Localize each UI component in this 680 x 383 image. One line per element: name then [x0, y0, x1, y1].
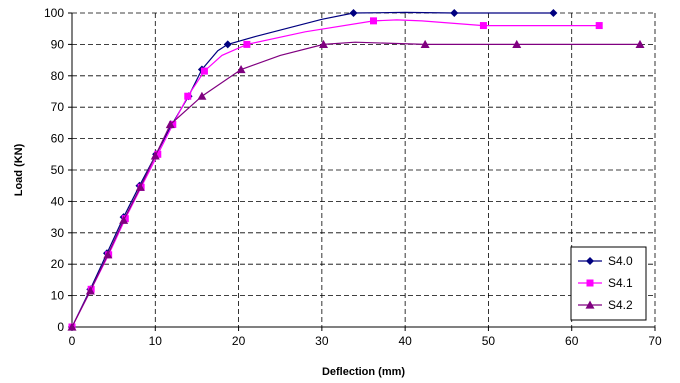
y-tick-label: 100	[44, 6, 64, 20]
data-point-diamond	[349, 9, 358, 17]
x-tick-label: 10	[149, 334, 163, 348]
data-point-square	[121, 215, 129, 223]
x-tick-label: 20	[232, 334, 246, 348]
data-point-triangle	[85, 286, 95, 295]
data-point-square	[595, 22, 603, 30]
x-tick-label: 70	[648, 334, 662, 348]
x-axis-title: Deflection (mm)	[322, 366, 405, 378]
data-point-diamond	[223, 40, 232, 49]
y-tick-label: 40	[51, 194, 65, 208]
series-s4-1	[68, 17, 603, 331]
data-point-triangle	[119, 215, 129, 224]
axes	[68, 12, 656, 331]
x-tick-label: 0	[69, 334, 76, 348]
data-point-square	[184, 92, 192, 100]
y-tick-label: 80	[51, 69, 65, 83]
series-line	[71, 19, 600, 328]
data-point-triangle	[635, 39, 645, 48]
y-tick-label: 30	[51, 226, 65, 240]
legend-marker	[585, 300, 595, 309]
legend-marker	[586, 257, 594, 265]
data-point-triangle	[165, 119, 175, 129]
data-point-diamond	[549, 9, 558, 17]
data-point-triangle	[319, 39, 329, 48]
data-point-square	[243, 40, 251, 48]
y-tick-label: 90	[51, 37, 65, 51]
y-tick-label: 60	[51, 132, 65, 146]
data-point-triangle	[103, 250, 113, 259]
data-point-square	[369, 17, 377, 25]
legend: S4.0 S4.1 S4.2	[570, 246, 647, 321]
y-tick-label: 0	[57, 320, 64, 334]
data-point-triangle	[197, 91, 207, 100]
data-point-triangle	[150, 151, 160, 160]
legend-item: S4.0	[578, 254, 633, 268]
gridlines	[72, 12, 656, 327]
data-point-triangle	[420, 39, 430, 48]
legend-item: S4.1	[578, 276, 633, 290]
legend-item: S4.2	[578, 298, 633, 312]
x-tick-label: 60	[565, 334, 579, 348]
y-tick-label: 20	[51, 257, 65, 271]
series-layer	[67, 9, 645, 331]
data-point-triangle	[67, 322, 77, 331]
x-tick-label: 40	[398, 334, 412, 348]
x-tick-label: 50	[482, 334, 496, 348]
data-point-square	[200, 67, 208, 75]
y-axis-title: Load (KN)	[13, 143, 25, 196]
legend-label: S4.2	[608, 298, 633, 312]
data-point-triangle	[512, 39, 522, 48]
data-point-square	[154, 150, 162, 158]
data-point-diamond	[450, 9, 459, 17]
legend-label: S4.0	[608, 254, 633, 268]
data-point-triangle	[135, 182, 145, 191]
legend-label: S4.1	[608, 276, 633, 290]
data-point-square	[479, 22, 487, 30]
series-line	[71, 41, 640, 328]
tick-labels: 0 10 20 30 40 50 60 70 80 90 100 0 10 20 30 40 50 60 70	[44, 6, 662, 348]
y-tick-label: 10	[51, 289, 65, 303]
x-tick-label: 30	[315, 334, 329, 348]
legend-marker	[586, 279, 594, 287]
data-point-triangle	[236, 65, 246, 74]
series-s4-2	[67, 39, 645, 331]
y-tick-label: 70	[51, 100, 65, 114]
y-tick-label: 50	[51, 163, 65, 177]
